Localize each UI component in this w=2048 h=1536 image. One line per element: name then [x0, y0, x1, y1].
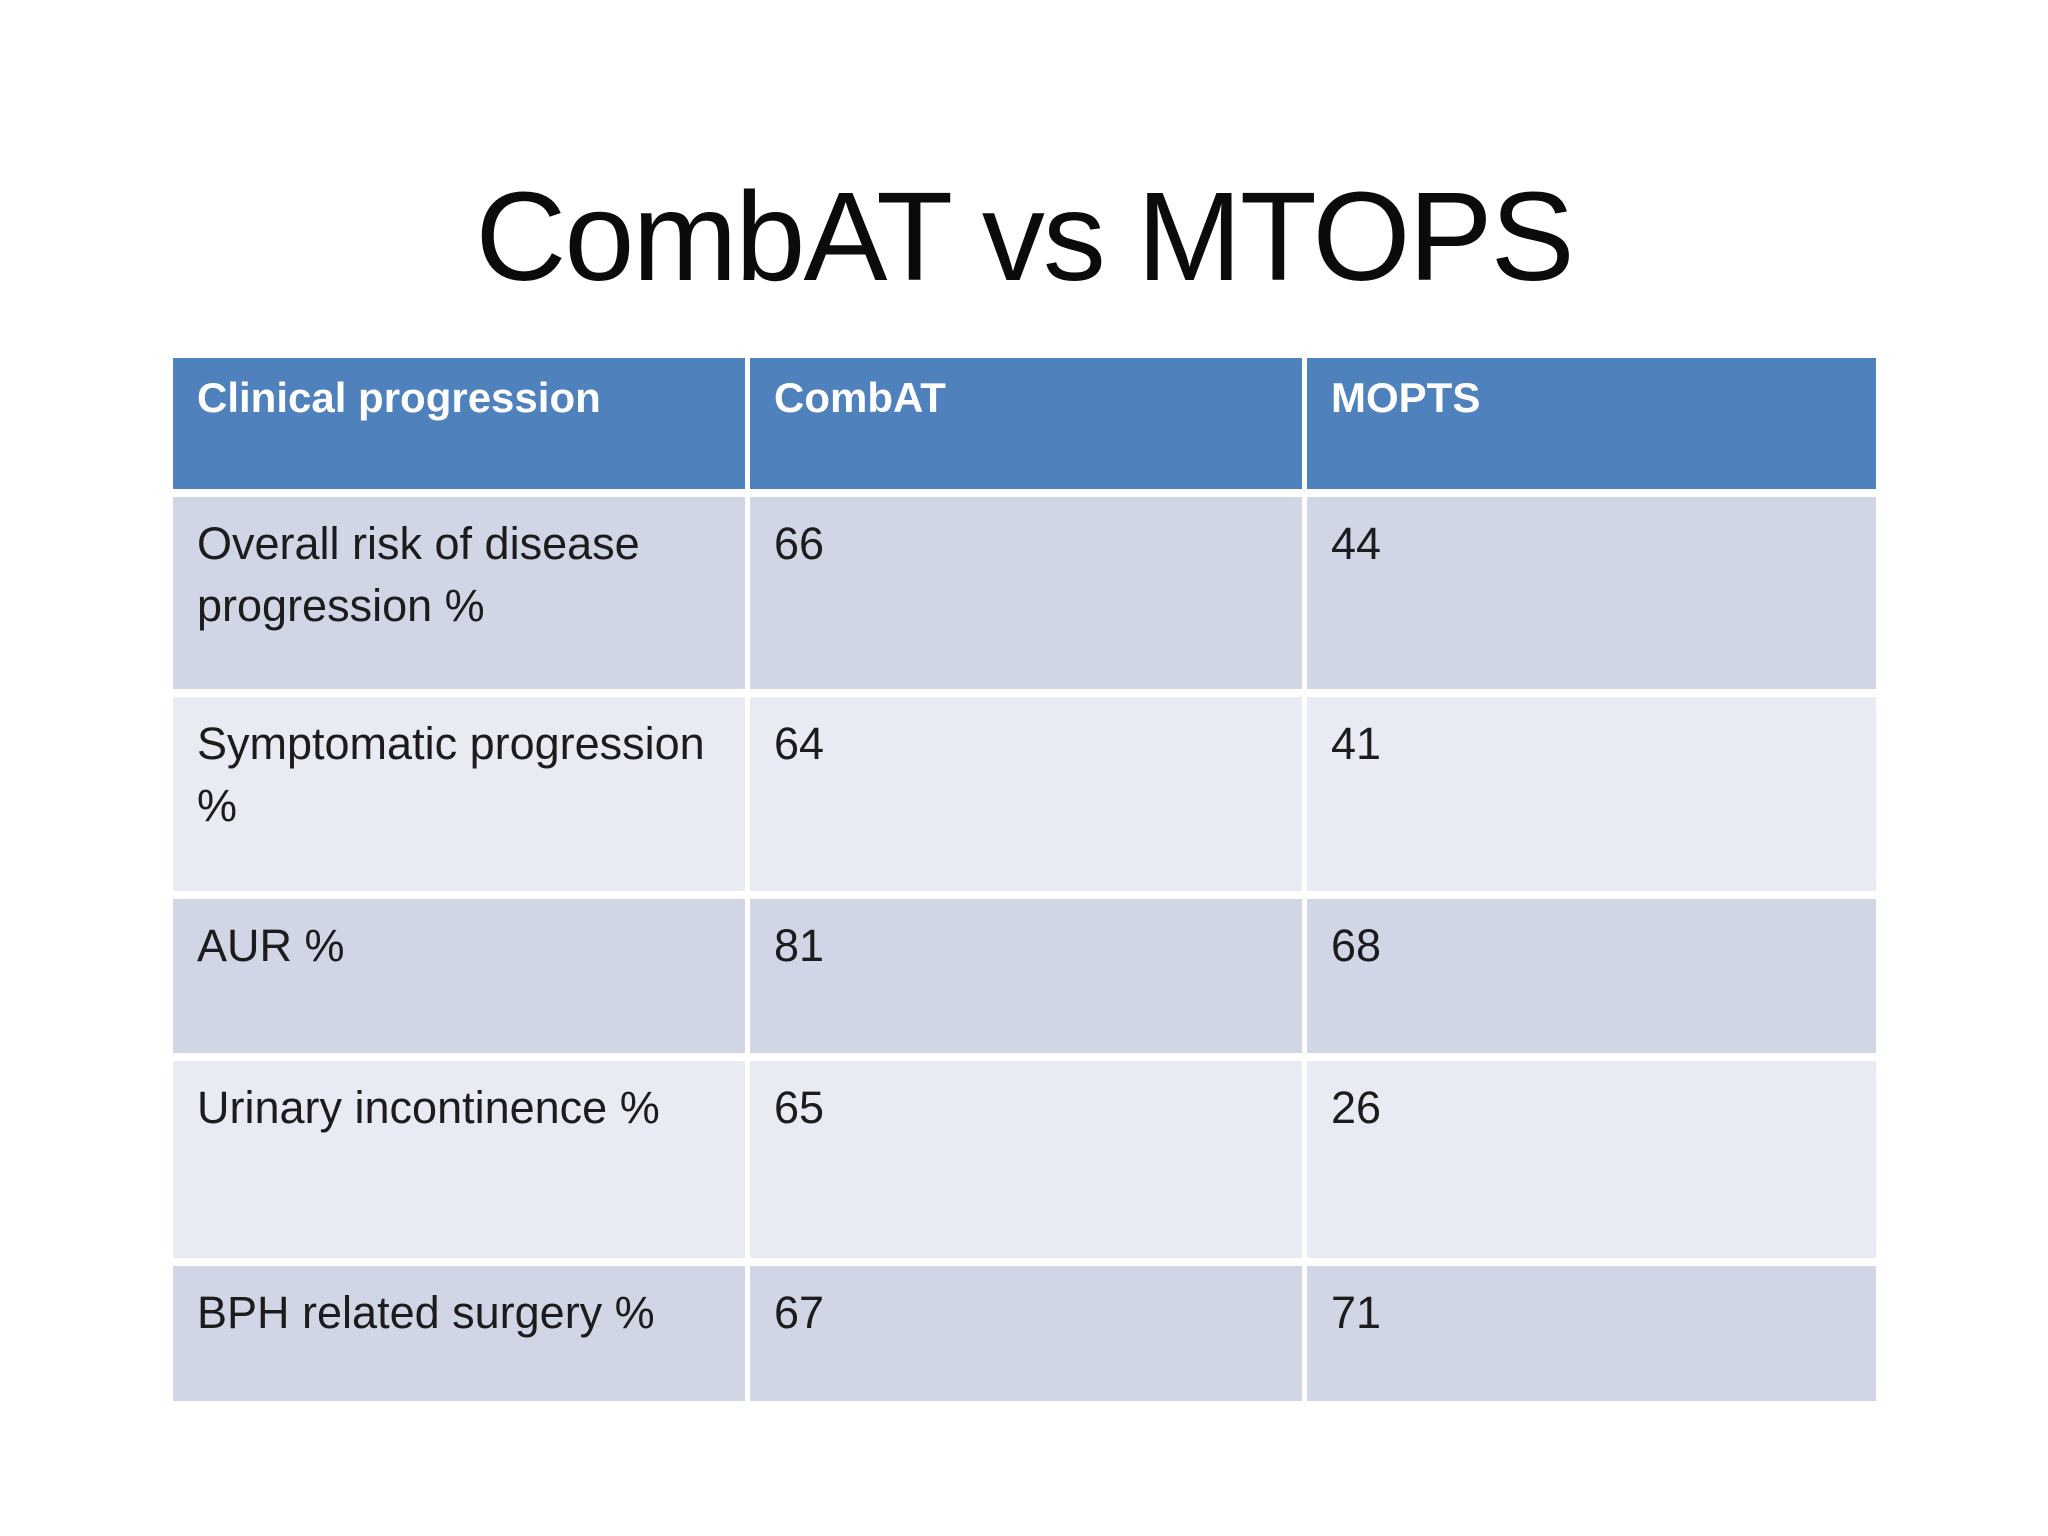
- table-body: Overall risk of disease progression % 66…: [173, 497, 1876, 1401]
- combat-value-cell: 81: [750, 899, 1307, 1061]
- mopts-value-cell: 68: [1307, 899, 1876, 1061]
- column-header-mopts: MOPTS: [1307, 358, 1876, 497]
- column-header-clinical-progression: Clinical progression: [173, 358, 750, 497]
- mopts-value-cell: 44: [1307, 497, 1876, 697]
- slide-title: CombAT vs MTOPS: [475, 166, 1574, 308]
- mopts-value-cell: 26: [1307, 1061, 1876, 1266]
- table-row: AUR % 81 68: [173, 899, 1876, 1061]
- column-header-combat: CombAT: [750, 358, 1307, 497]
- mopts-value-cell: 71: [1307, 1266, 1876, 1401]
- combat-value-cell: 65: [750, 1061, 1307, 1266]
- row-label-cell: Urinary incontinence %: [173, 1061, 750, 1266]
- row-label-cell: BPH related surgery %: [173, 1266, 750, 1401]
- combat-value-cell: 64: [750, 697, 1307, 899]
- table-row: Urinary incontinence % 65 26: [173, 1061, 1876, 1266]
- mopts-value-cell: 41: [1307, 697, 1876, 899]
- table-row: BPH related surgery % 67 71: [173, 1266, 1876, 1401]
- table-header: Clinical progression CombAT MOPTS: [173, 358, 1876, 497]
- combat-value-cell: 67: [750, 1266, 1307, 1401]
- comparison-table: Clinical progression CombAT MOPTS Overal…: [173, 358, 1876, 1401]
- row-label-cell: Overall risk of disease progression %: [173, 497, 750, 697]
- table-row: Symptomatic progression % 64 41: [173, 697, 1876, 899]
- combat-value-cell: 66: [750, 497, 1307, 697]
- table-row: Overall risk of disease progression % 66…: [173, 497, 1876, 697]
- header-row: Clinical progression CombAT MOPTS: [173, 358, 1876, 497]
- row-label-cell: AUR %: [173, 899, 750, 1061]
- row-label-cell: Symptomatic progression %: [173, 697, 750, 899]
